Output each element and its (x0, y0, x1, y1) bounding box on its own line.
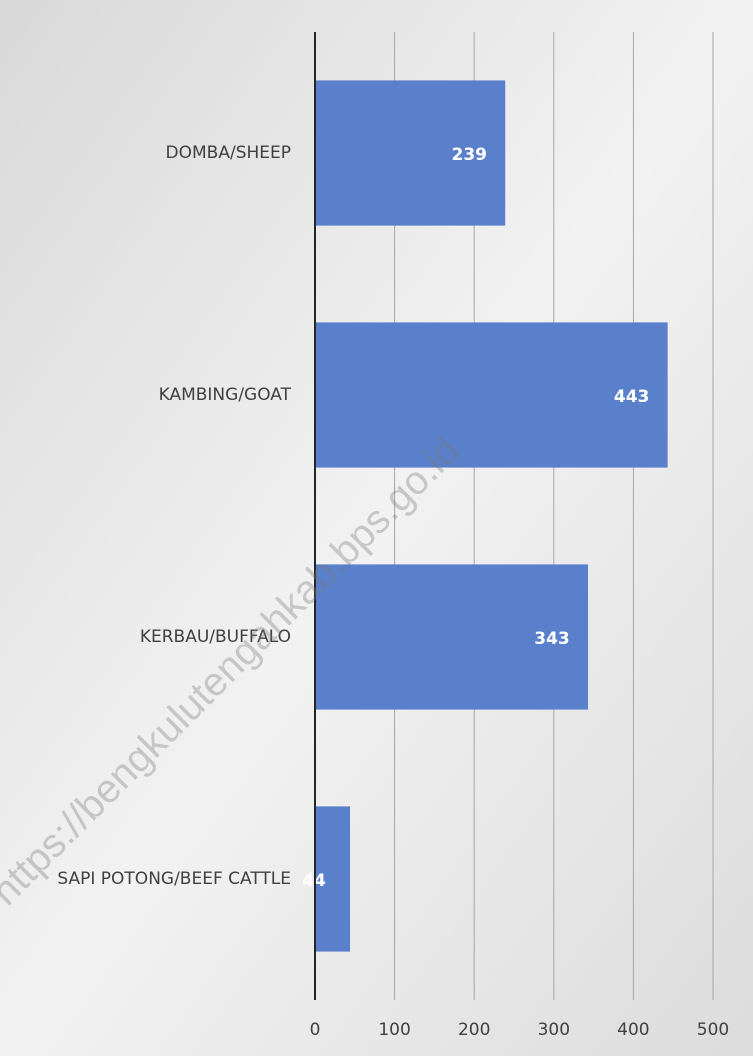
value-label: 239 (451, 145, 487, 165)
value-label: 443 (614, 387, 650, 407)
bar (315, 80, 506, 226)
plot-area: 0 100 200 300 400 500 DOMBA/SHEEP 239 KAMBING/GO… (57, 32, 729, 1040)
y-tick-label: SAPI POTONG/BEEF CATTLE (57, 869, 291, 889)
y-tick-label: KAMBING/GOAT (159, 385, 292, 405)
x-tick-label: 400 (617, 1020, 649, 1040)
x-tick-label: 500 (697, 1020, 729, 1040)
bar (315, 564, 589, 710)
bar (315, 806, 351, 952)
value-label: 343 (534, 629, 570, 649)
x-tick-label: 300 (538, 1020, 570, 1040)
bar (315, 322, 668, 468)
x-tick-label: 100 (378, 1020, 410, 1040)
x-tick-label: 0 (310, 1020, 321, 1040)
y-tick-label: KERBAU/BUFFALO (140, 627, 291, 647)
y-tick-label: DOMBA/SHEEP (166, 143, 291, 163)
x-tick-label: 200 (458, 1020, 490, 1040)
